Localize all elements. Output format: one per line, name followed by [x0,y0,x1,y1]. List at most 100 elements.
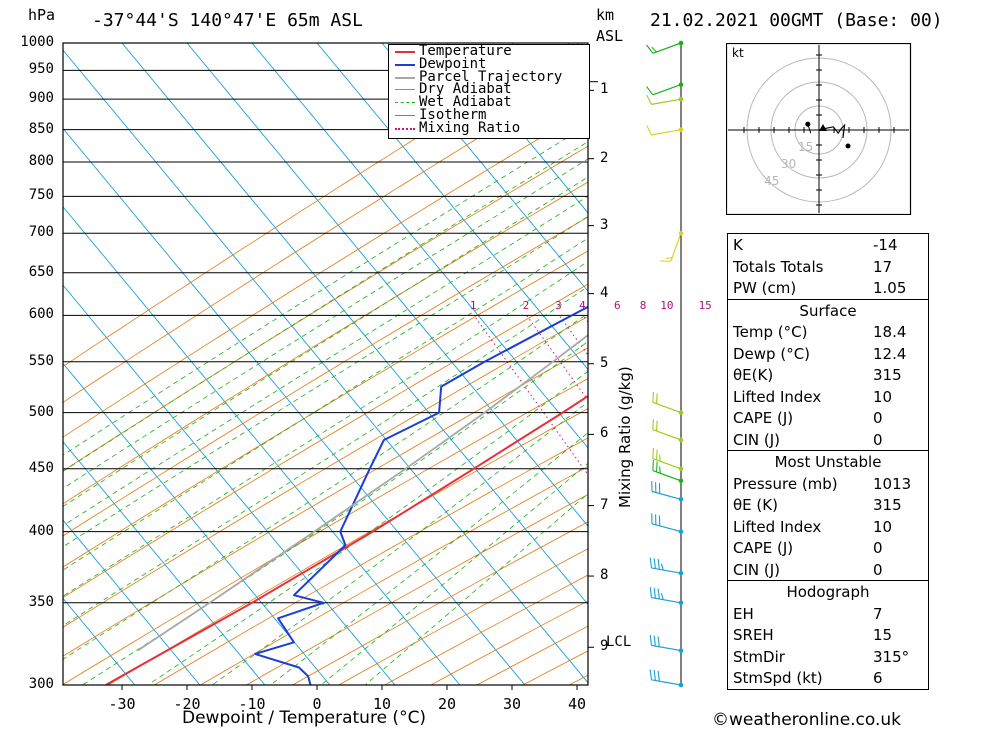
wind-barb [651,98,682,105]
wind-barb-flag [652,419,654,430]
wet-adiabat-line [63,195,588,527]
wind-barb-flag [646,125,652,136]
wind-barb [652,42,682,54]
pressure-tick-label: 750 [28,187,54,204]
datetime-title: 21.02.2021 00GMT (Base: 00) [650,10,943,31]
hpa-unit-label: hPa [28,6,56,24]
wind-barb-flag [646,94,652,105]
pressure-tick-label: 450 [28,459,54,476]
surface-row: Temp (°C) 18.4 [733,323,907,341]
hodograph-stats-row: StmSpd (kt) 6 [733,669,883,687]
km-tick-label: 8 [600,567,609,584]
mixing-ratio-line [473,315,588,476]
dry-adiabat-line [63,70,588,403]
plot-frame [62,42,589,686]
wind-barb [651,597,682,604]
wind-barb-flag [659,454,661,462]
wind-barb-flag [652,448,654,459]
wind-level-dot [678,496,684,502]
x-axis-label: Dewpoint / Temperature (°C) [182,708,427,728]
wet-adiabat-line [320,462,588,685]
wind-level-dot [678,682,684,688]
wind-level-dot [678,648,684,653]
wet-adiabat-line [63,124,588,456]
hodograph-stats-row: SREH 15 [733,626,893,644]
wind-barb-flag [656,393,658,404]
wind-level-dot [678,410,684,415]
index-row: Totals Totals 17 [733,257,893,276]
wet-adiabat-line [63,237,588,571]
x-tick-label: -20 [173,695,201,713]
x-tick-label: 10 [372,695,392,713]
temperature-series [105,394,588,685]
pressure-tick-label: 600 [28,306,54,323]
wind-level-dot [678,230,684,236]
wind-barb [652,84,682,96]
pressure-tick-label: 300 [28,676,54,692]
wind-barb [651,129,682,136]
isotherm-line [316,43,588,371]
dry-adiabat-line [63,43,570,367]
wind-barb-flag [653,587,656,599]
mixing-ratio-tick-label: 6 [614,299,621,313]
wind-barb [651,490,682,500]
wind-barb-flag [665,257,673,259]
hodograph-stats-row: EH 7 [733,604,883,623]
wet-adiabat-line [82,341,588,685]
surface-row: θE(K) 315 [733,366,902,384]
wind-barb [652,401,682,414]
x-tick-label: 40 [567,695,587,713]
wind-barb-flag [649,634,653,646]
wind-level-dot [678,96,684,102]
wind-barb-flag [649,587,653,598]
dry-adiabat-line [63,347,588,657]
hodograph-unit-label: kt [732,46,744,60]
wet-adiabat-line [63,158,588,489]
isotherm-line [446,43,588,214]
wind-barb-flag [660,593,664,600]
wind-barb-flag [649,669,653,680]
pressure-tick-label: 1000 [20,34,54,50]
mixing-ratio-tick-label: 8 [639,299,647,313]
wind-barb-flag [657,636,660,647]
wind-level-dot [678,466,684,472]
wind-barb [652,469,682,482]
km-tick-label: 6 [600,425,609,442]
wind-barb-flag [656,461,658,472]
wind-barb-flag [659,466,661,474]
wind-level-dot [678,529,684,534]
pressure-tick-label: 400 [28,522,54,539]
dry-adiabat-line [63,315,588,628]
pressure-tick-label: 700 [28,224,54,241]
x-tick-label: 20 [437,695,457,713]
pressure-tick-label: 350 [28,593,54,610]
mixing-ratio-tick-label: 2 [522,299,530,313]
km-tick-label: 4 [600,284,609,301]
wind-level-dot [678,82,684,87]
isotherm-line [121,43,588,606]
most-unstable-row: θE (K) 315 [733,496,902,514]
dry-adiabat-line [154,437,588,685]
dewpoint-series [254,305,588,685]
wind-barb [652,429,682,441]
mixing-ratio-tick-label: 4 [579,299,586,313]
most-unstable-row: CAPE (J) 0 [733,539,883,557]
index-row: PW (cm) 1.05 [733,279,907,297]
most-unstable-row: Lifted Index 10 [733,517,893,536]
wind-barb-flag [653,558,656,569]
wind-barb [670,232,682,262]
isotherm-line [63,441,266,685]
wind-barb [652,457,682,470]
wind-barb-flag [649,557,653,569]
surface-row: CIN (J) 0 [733,430,883,449]
parcel-trajectory-series [137,333,588,652]
km-tick-label: 7 [600,496,609,513]
wind-barb [651,644,682,652]
wind-level-dot [678,40,684,46]
legend-entry: Parcel Trajectory [389,70,589,83]
copyright-text: ©weatheronline.co.uk [712,710,902,730]
index-row: K -14 [733,236,898,254]
chart-legend: Temperature Dewpoint Parcel Trajectory D… [388,44,590,139]
